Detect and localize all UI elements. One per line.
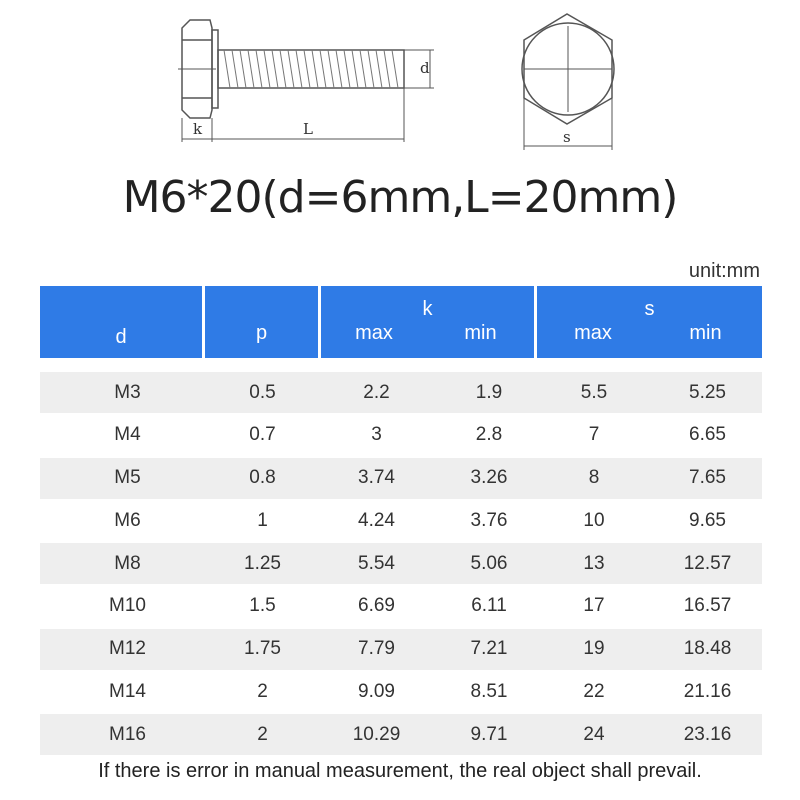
cell-k-min: 3.26: [470, 467, 508, 489]
cell-s-max: 13: [583, 552, 605, 574]
table-row: M6 1 4.24 3.76 10 9.65: [40, 500, 762, 541]
header-k: k: [422, 298, 433, 320]
header-s-min: min: [689, 322, 722, 344]
cell-p: 1.75: [244, 638, 281, 660]
cell-s-max: 7: [588, 424, 600, 446]
label-L: L: [303, 120, 313, 138]
cell-s-min: 21.16: [683, 681, 732, 703]
cell-k-max: 5.54: [358, 552, 395, 574]
cell-s-min: 9.65: [689, 509, 726, 531]
cell-s-max: 17: [583, 595, 605, 617]
cell-k-min: 1.9: [475, 381, 503, 403]
table-row: M16 2 10.29 9.71 24 23.16: [40, 714, 762, 756]
table-row: M8 1.25 5.54 5.06 13 12.57: [40, 543, 762, 585]
cell-s-min: 16.57: [683, 595, 732, 617]
header-k-max: max: [355, 322, 393, 344]
cell-k-max: 3: [371, 424, 382, 446]
cell-s-max: 10: [583, 509, 605, 531]
label-k: k: [193, 120, 203, 138]
cell-k-max: 9.09: [358, 681, 395, 703]
cell-s-min: 12.57: [683, 552, 732, 574]
cell-s-min: 18.48: [683, 638, 732, 660]
label-s: s: [563, 128, 571, 146]
cell-p: 1.25: [244, 552, 281, 574]
table-row: M10 1.5 6.69 6.11 17 16.57: [40, 586, 762, 627]
cell-k-min: 5.06: [470, 552, 508, 574]
cell-s-min: 7.65: [689, 467, 726, 489]
cell-s-max: 22: [583, 681, 605, 703]
header-cell-s: s max min: [537, 286, 762, 358]
header-cell-k: k max min: [321, 286, 534, 358]
header-s-max: max: [574, 322, 612, 344]
table-row: M5 0.8 3.74 3.26 8 7.65: [40, 457, 762, 499]
cell-p: 0.8: [249, 467, 276, 489]
cell-p: 0.5: [249, 381, 276, 403]
bolt-diagram: d k L s: [178, 13, 615, 150]
cell-p: 1.5: [249, 595, 276, 617]
cell-s-max: 5.5: [580, 381, 608, 403]
cell-s-max: 24: [583, 723, 605, 745]
cell-p: 0.7: [249, 424, 276, 446]
cell-s-min: 6.65: [689, 424, 726, 446]
cell-d: M14: [109, 681, 146, 703]
cell-p: 2: [257, 681, 268, 703]
header-p: p: [255, 322, 268, 344]
cell-k-min: 3.76: [470, 509, 508, 531]
cell-d: M10: [109, 595, 146, 617]
header-k-min: min: [464, 322, 497, 344]
header-d: d: [115, 326, 127, 348]
cell-k-min: 7.21: [470, 638, 508, 660]
cell-d: M5: [114, 467, 141, 489]
table-row: M12 1.75 7.79 7.21 19 18.48: [40, 628, 762, 670]
cell-d: M12: [109, 638, 146, 660]
cell-d: M3: [114, 381, 141, 403]
cell-k-min: 8.51: [470, 681, 508, 703]
cell-d: M16: [109, 723, 146, 745]
cell-k-min: 2.8: [475, 424, 503, 446]
cell-s-min: 5.25: [689, 381, 726, 403]
label-d: d: [420, 59, 430, 77]
table-body: M3 0.5 2.2 1.9 5.5 5.25 M4 0.7 3 2.8 7 6…: [40, 372, 762, 757]
cell-k-max: 7.79: [358, 638, 395, 660]
cell-s-max: 8: [588, 467, 600, 489]
cell-d: M6: [114, 509, 141, 531]
cell-k-max: 6.69: [358, 595, 395, 617]
cell-s-max: 19: [583, 638, 605, 660]
table-row: M14 2 9.09 8.51 22 21.16: [40, 672, 762, 713]
table-header: d p k max min s max min: [40, 286, 762, 358]
unit-label: unit:mm: [688, 260, 760, 282]
cell-k-min: 9.71: [470, 723, 508, 745]
header-cell-p: p: [205, 286, 318, 358]
cell-d: M8: [114, 552, 141, 574]
cell-p: 1: [257, 509, 268, 531]
cell-k-max: 3.74: [358, 467, 395, 489]
cell-k-max: 10.29: [352, 723, 401, 745]
table-row: M4 0.7 3 2.8 7 6.65: [40, 415, 762, 456]
disclaimer-text: If there is error in manual measurement,…: [98, 760, 702, 782]
cell-k-min: 6.11: [471, 595, 507, 617]
header-s: s: [644, 298, 655, 320]
cell-k-max: 4.24: [358, 509, 395, 531]
cell-k-max: 2.2: [363, 381, 390, 403]
cell-p: 2: [257, 723, 268, 745]
cell-s-min: 23.16: [683, 723, 732, 745]
page-title: M6*20(d=6mm,L=20mm): [122, 172, 679, 223]
cell-d: M4: [114, 424, 141, 446]
header-cell-d: d: [40, 286, 202, 358]
table-row: M3 0.5 2.2 1.9 5.5 5.25: [40, 372, 762, 413]
